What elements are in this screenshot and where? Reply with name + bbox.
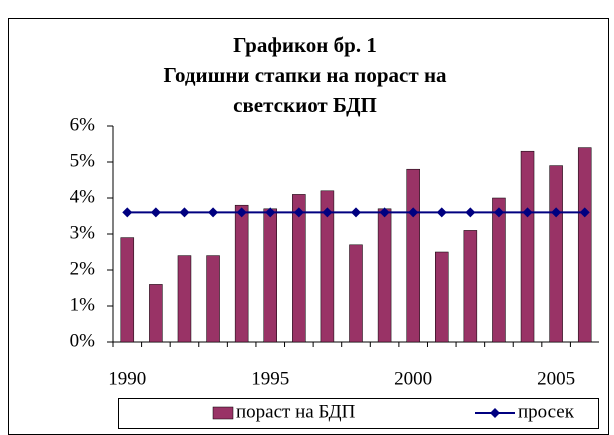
line-marker (236, 207, 247, 218)
y-tick-label: 4% (70, 186, 96, 207)
chart-title: Годишни стапки на пораст на (163, 63, 447, 87)
legend-marker (490, 408, 500, 418)
chart-title: Графикон бр. 1 (233, 33, 377, 57)
line-marker (265, 207, 276, 218)
line-marker (436, 207, 447, 218)
bar (292, 194, 306, 343)
y-tick-label: 0% (70, 330, 96, 351)
x-tick-label: 1995 (251, 368, 289, 389)
line-marker (208, 207, 219, 218)
y-tick-label: 3% (70, 222, 96, 243)
line-marker (493, 207, 504, 218)
y-tick-label: 5% (70, 150, 96, 171)
bar (234, 204, 249, 343)
line-marker (179, 207, 190, 218)
y-tick-label: 1% (70, 294, 96, 315)
bar (406, 168, 420, 343)
bar (349, 244, 363, 343)
y-tick-label: 2% (70, 258, 96, 279)
x-tick-label: 2000 (394, 368, 432, 389)
line-marker (150, 207, 161, 218)
line-marker (465, 207, 476, 218)
legend-label: пораст на БДП (236, 401, 356, 422)
bar (177, 255, 192, 343)
x-tick-label: 2005 (537, 368, 575, 389)
legend-box (118, 398, 599, 429)
bar (520, 150, 535, 343)
bar (320, 190, 335, 343)
bar (577, 147, 592, 343)
line-marker (293, 207, 304, 218)
line-marker (579, 207, 590, 218)
chart-frame (8, 18, 609, 435)
line-marker (522, 207, 533, 218)
chart-title: светскиот БДП (233, 93, 377, 117)
legend-label: просек (518, 401, 575, 422)
bar (149, 284, 163, 343)
bar (549, 165, 563, 343)
x-tick-label: 1990 (108, 368, 146, 389)
line-marker (379, 207, 390, 218)
line-marker (551, 207, 562, 218)
bar (263, 208, 277, 343)
bar (492, 197, 506, 343)
line-marker (322, 207, 333, 218)
legend-swatch (212, 406, 234, 420)
bar (435, 251, 449, 343)
line-marker (122, 207, 133, 218)
bar (120, 237, 135, 343)
line-marker (408, 207, 419, 218)
bar (377, 208, 392, 343)
bar (463, 230, 478, 343)
line-marker (351, 207, 361, 218)
bar (206, 255, 220, 343)
y-tick-label: 6% (70, 114, 96, 135)
